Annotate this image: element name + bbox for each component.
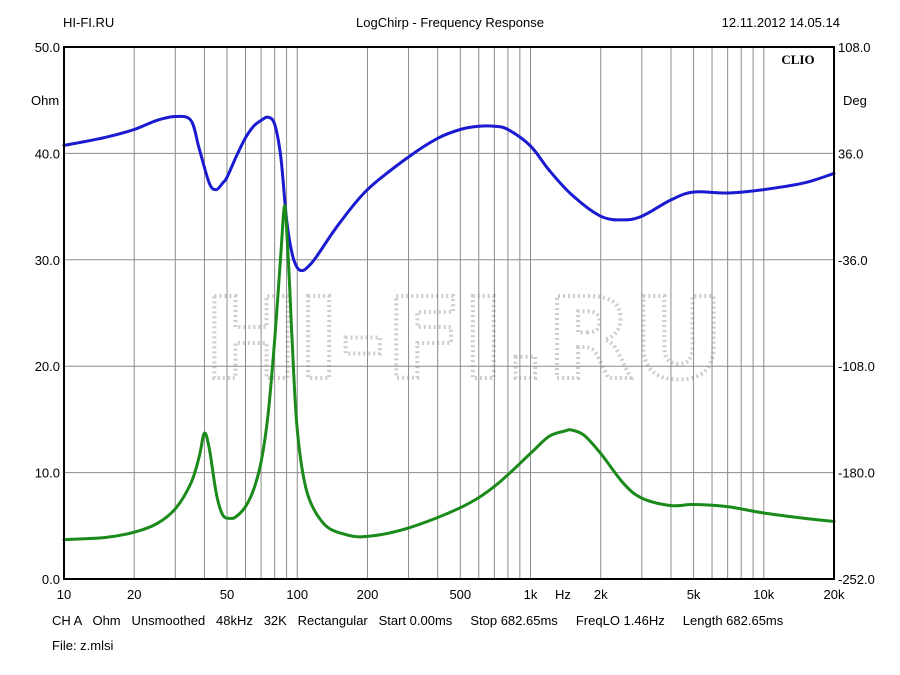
x-tick-label: 500 — [449, 587, 471, 602]
header-datetime: 12.11.2012 14.05.14 — [721, 15, 840, 30]
x-tick-label: 1k — [524, 587, 538, 602]
header-brand: HI-FI.RU — [63, 15, 115, 30]
y-right-tick-label: -180.0 — [838, 466, 875, 481]
axis-labels: 50.0 40.0 30.0 20.0 10.0 0.0 108.0 36.0 -36.0 -10… — [35, 40, 875, 602]
x-tick-label: 20k — [824, 587, 845, 602]
y-left-tick-label: 40.0 — [35, 146, 60, 161]
plot-frame — [63, 46, 835, 580]
chart-title: LogChirp - Frequency Response — [356, 15, 544, 30]
brand-label: CLIO — [781, 52, 814, 67]
y-right-tick-label: -252.0 — [838, 572, 875, 587]
x-tick-label: 10k — [753, 587, 774, 602]
x-tick-label: 10 — [57, 587, 71, 602]
phase-curve — [62, 204, 836, 542]
y-left-tick-label: 20.0 — [35, 359, 60, 374]
y-right-tick-label: -108.0 — [838, 359, 875, 374]
x-tick-label: 2k — [594, 587, 608, 602]
y-left-tick-label: 10.0 — [35, 466, 60, 481]
watermark: HI-FI.RU — [202, 273, 726, 407]
y-left-tick-label: 0.0 — [42, 572, 60, 587]
x-tick-label: 20 — [127, 587, 141, 602]
file-name: File: z.mlsi — [52, 638, 114, 653]
y-left-tick-label: 50.0 — [35, 40, 60, 55]
y-right-tick-label: 108.0 — [838, 40, 871, 55]
y-left-tick-label: 30.0 — [35, 253, 60, 268]
grid — [64, 47, 834, 579]
measurement-parameters: CH A Ohm Unsmoothed 48kHz 32K Rectangula… — [52, 613, 784, 628]
x-tick-label: 50 — [220, 587, 234, 602]
x-tick-label: 100 — [286, 587, 308, 602]
x-axis-unit: Hz — [555, 587, 571, 602]
x-tick-label: 200 — [357, 587, 379, 602]
y-right-tick-label: 36.0 — [838, 146, 863, 161]
watermark-text: HI-FI.RU — [204, 275, 724, 405]
y-right-tick-label: -36.0 — [838, 253, 868, 268]
right-axis-unit: Deg — [843, 93, 867, 108]
impedance-curve — [62, 114, 836, 273]
x-tick-label: 5k — [687, 587, 701, 602]
left-axis-unit: Ohm — [31, 93, 59, 108]
series-layer — [62, 114, 836, 542]
